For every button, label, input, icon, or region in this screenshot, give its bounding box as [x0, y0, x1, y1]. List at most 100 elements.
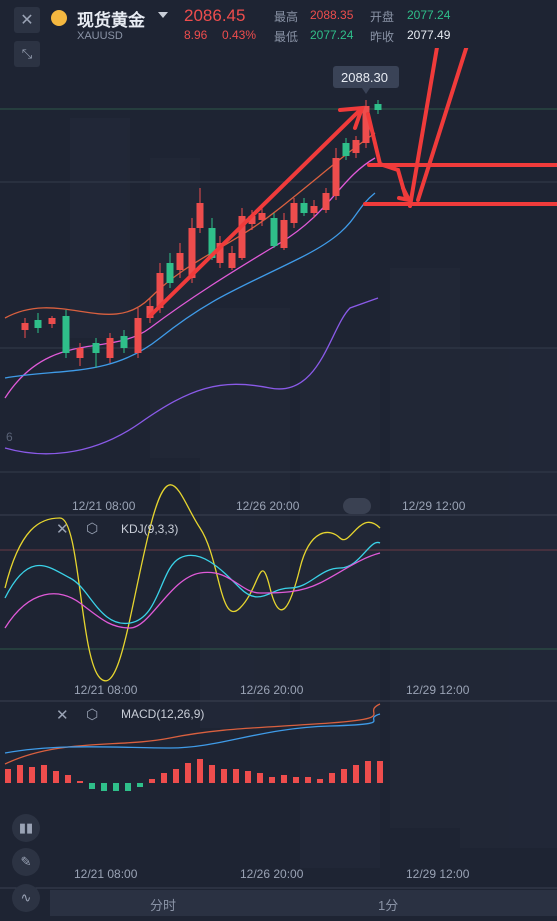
- candle-body: [176, 253, 184, 270]
- candle-body: [342, 143, 350, 156]
- price-change: 8.96: [184, 28, 208, 42]
- x-label-2: 12/26 20:00: [236, 499, 300, 513]
- chart-area[interactable]: 2088.30: [0, 48, 557, 890]
- annotation-arrows: [148, 48, 557, 318]
- candle-body: [280, 220, 288, 248]
- settings-icon[interactable]: ⬡: [86, 706, 99, 722]
- macd-bar: [233, 769, 239, 783]
- macd-bar: [89, 783, 95, 789]
- instrument-title[interactable]: 现货黄金: [77, 11, 145, 30]
- price-tag: 2088.30: [341, 70, 388, 85]
- candle-body: [21, 323, 29, 330]
- candle-body: [120, 336, 128, 348]
- settings-icon[interactable]: ⬡: [86, 520, 99, 536]
- macd-bar: [53, 771, 59, 783]
- macd-bar: [293, 777, 299, 783]
- tab-1min[interactable]: 1分: [378, 898, 399, 913]
- kdj-x-label-2: 12/26 20:00: [240, 683, 304, 697]
- macd-bar: [257, 773, 263, 783]
- close-icon[interactable]: ✕: [56, 707, 69, 724]
- candle-body: [362, 106, 370, 143]
- candle-body: [106, 338, 114, 358]
- draw-icon[interactable]: ✎: [12, 848, 40, 876]
- macd-histogram: [5, 759, 383, 791]
- header: ✕ 现货黄金 XAUUSD 2086.45 8.96 0.43% 最高 2088…: [0, 0, 557, 48]
- candle-body: [196, 203, 204, 228]
- macd-bar: [101, 783, 107, 791]
- dropdown-icon[interactable]: [158, 12, 168, 18]
- macd-bar: [113, 783, 119, 791]
- period-tabs: 分时 1分: [50, 890, 557, 916]
- macd-bar: [209, 765, 215, 783]
- kdj-lines: [4, 484, 381, 682]
- low-label: 最低: [274, 30, 299, 44]
- current-price: 2086.45: [184, 6, 246, 25]
- macd-bar: [17, 765, 23, 783]
- candle-body: [48, 318, 56, 324]
- candle-body: [92, 343, 100, 353]
- price-change-pct: 0.43%: [222, 28, 257, 42]
- macd-bar: [65, 775, 71, 783]
- candle-body: [166, 263, 174, 283]
- symbol-code: XAUUSD: [77, 30, 123, 42]
- candle-body: [188, 228, 196, 278]
- macd-lines: [4, 703, 381, 765]
- macd-x-label-3: 12/29 12:00: [406, 867, 470, 881]
- candle-body: [300, 203, 308, 213]
- macd-bar: [173, 769, 179, 783]
- open-value: 2077.24: [407, 8, 451, 22]
- low-value: 2077.24: [310, 28, 354, 42]
- high-value: 2088.35: [310, 8, 354, 22]
- candle-body: [332, 158, 340, 196]
- open-label: 开盘: [370, 10, 395, 24]
- candle-body: [270, 218, 278, 246]
- gold-icon: [51, 10, 67, 26]
- candle-body: [322, 193, 330, 210]
- macd-bar: [41, 765, 47, 783]
- candle-body: [146, 306, 154, 318]
- close-icon[interactable]: ✕: [14, 7, 40, 33]
- candle-body: [208, 228, 216, 258]
- price-tag-box: [333, 66, 399, 88]
- macd-bar: [305, 777, 311, 783]
- indicator-icon[interactable]: ∿: [12, 884, 40, 912]
- macd-x-label-1: 12/21 08:00: [74, 867, 138, 881]
- candle-body: [352, 140, 360, 153]
- high-label: 最高: [274, 10, 299, 24]
- close-icon[interactable]: ✕: [56, 521, 69, 538]
- candle-body: [62, 316, 70, 353]
- macd-bar: [377, 761, 383, 783]
- macd-bar: [329, 773, 335, 783]
- candle-body: [258, 213, 266, 220]
- macd-bar: [341, 769, 347, 783]
- prev-close-value: 2077.49: [407, 28, 451, 42]
- candle-body: [290, 203, 298, 223]
- scroll-handle-icon[interactable]: [343, 498, 371, 514]
- macd-bar: [185, 763, 191, 783]
- prev-close-label: 昨收: [370, 30, 395, 44]
- macd-label: MACD(12,26,9): [121, 707, 205, 721]
- macd-bar: [197, 759, 203, 783]
- candle-body: [228, 253, 236, 268]
- candle-type-icon[interactable]: ▮▮: [12, 814, 40, 842]
- ma-lines: [4, 132, 379, 455]
- collapse-icon[interactable]: ⤡: [14, 41, 40, 67]
- edge-label: 6: [6, 430, 13, 444]
- candle-body: [156, 273, 164, 308]
- kdj-label: KDJ(9,3,3): [121, 522, 179, 536]
- macd-bar: [281, 775, 287, 783]
- macd-bar: [245, 771, 251, 783]
- x-label-3: 12/29 12:00: [402, 499, 466, 513]
- candle-body: [238, 216, 246, 258]
- macd-bar: [5, 769, 11, 783]
- macd-x-label-2: 12/26 20:00: [240, 867, 304, 881]
- macd-bar: [365, 761, 371, 783]
- candle-body: [310, 206, 318, 213]
- macd-bar: [125, 783, 131, 791]
- candle-body: [134, 318, 142, 353]
- kdj-x-label-3: 12/29 12:00: [406, 683, 470, 697]
- tab-timeshare[interactable]: 分时: [150, 898, 177, 913]
- macd-bar: [353, 765, 359, 783]
- kdj-x-label-1: 12/21 08:00: [74, 683, 138, 697]
- macd-bar: [161, 773, 167, 783]
